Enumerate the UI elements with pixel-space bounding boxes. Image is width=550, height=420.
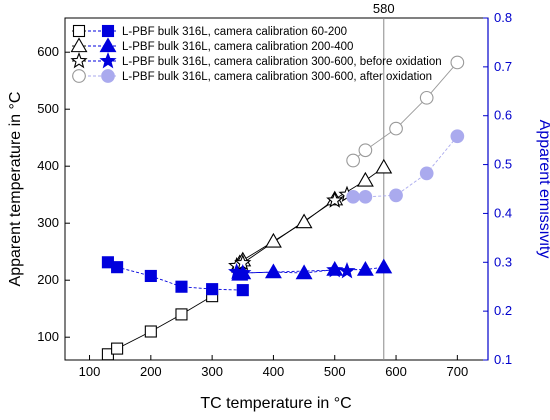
legend-entry-2: L-PBF bulk 316L, camera calibration 200-…: [122, 41, 353, 53]
x-tick-label: 600: [385, 364, 407, 379]
series-1-temperature-point: [175, 308, 188, 321]
y2-tick-label: 0.8: [494, 10, 512, 25]
series-1-emissivity-line: [107, 261, 243, 291]
legend-marker-open: [70, 37, 88, 53]
series-2-emissivity-point: [375, 258, 393, 274]
axis-ticks: 100 200 300 400 500 600 700 100 200 300 400 500 600 0…: [37, 10, 512, 379]
series-1-temperature-point: [111, 342, 124, 355]
legend-marker-open: [72, 24, 86, 38]
legend-marker-filled: [99, 37, 117, 53]
series-4-emissivity-point: [389, 188, 403, 203]
x-tick-label: 100: [79, 364, 101, 379]
series-4-temperature-point: [346, 153, 360, 168]
series-1-temperature-point: [144, 325, 157, 338]
x-tick-label: 700: [446, 364, 468, 379]
y2-tick-label: 0.7: [494, 59, 512, 74]
legend-entry-3: L-PBF bulk 316L, camera calibration 300-…: [122, 56, 442, 68]
series-2-emissivity-point: [264, 263, 282, 279]
legend-marker-filled: [99, 51, 117, 69]
legend: L-PBF bulk 316L, camera calibration 60-2…: [70, 24, 442, 83]
series-4-emissivity-point: [358, 189, 373, 204]
x-tick-label: 500: [324, 364, 346, 379]
annotation-label-580: 580: [373, 1, 395, 16]
y2-tick-label: 0.4: [494, 205, 512, 220]
series-4-emissivity-point: [419, 166, 434, 181]
series-4-temperature-point: [419, 90, 434, 105]
y-tick-label: 600: [37, 44, 59, 59]
x-tick-label: 300: [201, 364, 223, 379]
series-1-emissivity-point: [236, 284, 249, 297]
legend-marker-open: [70, 51, 88, 69]
y2-tick-label: 0.6: [494, 108, 512, 123]
y2-tick-label: 0.3: [494, 254, 512, 269]
series-4-emissivity-point: [450, 129, 465, 144]
series-3-emissivity-point: [338, 262, 356, 279]
plot-frame: [64, 17, 489, 361]
x-tick-label: 200: [140, 364, 162, 379]
legend-marker-filled: [101, 69, 115, 83]
series-4-temperature-point: [450, 55, 465, 70]
y2-tick-label: 0.2: [494, 303, 512, 318]
series-2-temperature-point: [356, 171, 374, 187]
series-2-emissivity-point: [356, 261, 374, 276]
series-lines: [107, 62, 458, 355]
y-tick-label: 400: [37, 158, 59, 173]
x-tick-label: 400: [263, 364, 285, 379]
series-1-temperature-line: [107, 295, 213, 355]
series-2-temperature-point: [375, 158, 393, 174]
legend-marker-open: [72, 69, 86, 83]
y-axis-title: Apparent temperature in °C: [7, 92, 24, 287]
series-3-emissivity-line: [236, 269, 348, 274]
y-tick-label: 500: [37, 101, 59, 116]
series-2-temperature-point: [264, 232, 282, 248]
series-3-emissivity-point: [234, 263, 252, 281]
series-1-emissivity-point: [111, 261, 124, 274]
series-3-emissivity-point: [326, 261, 344, 278]
legend-entry-4: L-PBF bulk 316L, camera calibration 300-…: [122, 71, 432, 83]
series-3-temperature-point: [326, 191, 344, 208]
series-markers: [101, 55, 465, 361]
y-tick-label: 200: [37, 272, 59, 287]
y-tick-label: 100: [37, 329, 59, 344]
y2-tick-label: 0.1: [494, 352, 512, 367]
y2-tick-label: 0.5: [494, 157, 512, 172]
series-2-emissivity-point: [295, 264, 313, 280]
series-4-temperature-point: [358, 143, 373, 158]
x-axis-title: TC temperature in °C: [200, 395, 351, 412]
legend-entry-1: L-PBF bulk 316L, camera calibration 60-2…: [122, 26, 347, 38]
series-1-emissivity-point: [144, 269, 157, 283]
y2-axis-title: Apparent emissivity: [536, 120, 550, 259]
series-1-emissivity-point: [206, 283, 219, 296]
series-4-emissivity-point: [346, 189, 360, 204]
y-tick-label: 300: [37, 215, 59, 230]
series-4-temperature-point: [389, 121, 403, 136]
series-2-temperature-point: [295, 213, 313, 229]
legend-marker-filled: [101, 24, 115, 38]
series-1-emissivity-point: [175, 280, 188, 293]
